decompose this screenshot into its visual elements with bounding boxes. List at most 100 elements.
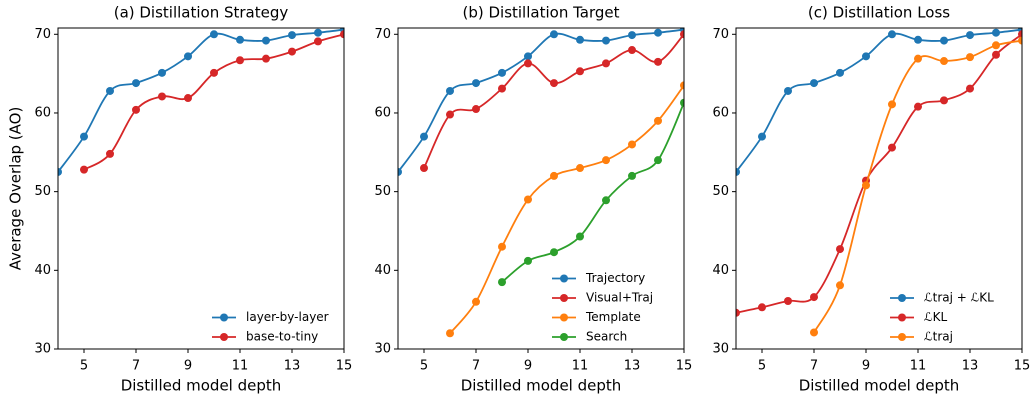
data-point <box>836 245 844 254</box>
data-point <box>862 181 870 190</box>
x-tick-label: 15 <box>1014 359 1031 374</box>
data-point <box>602 156 610 165</box>
x-tick-label: 9 <box>184 359 192 374</box>
series-line <box>736 33 1022 314</box>
data-point <box>340 30 344 39</box>
data-point <box>680 98 684 107</box>
data-point <box>628 31 636 40</box>
data-point <box>1018 30 1022 39</box>
y-tick-label: 60 <box>374 105 391 120</box>
legend-label: base-to-tiny <box>246 330 318 344</box>
data-point <box>602 59 610 68</box>
plot-area <box>58 28 344 176</box>
x-tick-label: 7 <box>472 359 480 374</box>
data-point <box>184 52 192 61</box>
y-tick-label: 40 <box>374 263 391 278</box>
data-point <box>654 57 662 66</box>
data-point <box>314 28 322 37</box>
data-point <box>498 242 506 251</box>
data-point <box>736 167 740 176</box>
data-point <box>576 67 584 76</box>
data-point <box>524 195 532 204</box>
x-tick-label: 11 <box>572 359 589 374</box>
data-point <box>992 50 1000 59</box>
data-point <box>132 105 140 114</box>
data-point <box>602 36 610 45</box>
data-point <box>80 165 88 174</box>
data-point <box>80 132 88 141</box>
y-tick-label: 60 <box>34 105 51 120</box>
data-point <box>524 52 532 61</box>
data-point <box>810 328 818 337</box>
data-point <box>966 31 974 40</box>
x-axis-label: Distilled model depth <box>461 377 622 395</box>
data-point <box>836 281 844 290</box>
data-point <box>314 37 322 46</box>
legend-marker <box>560 333 568 341</box>
x-tick-label: 11 <box>910 359 927 374</box>
legend-marker <box>898 294 906 302</box>
y-tick-label: 50 <box>34 184 51 199</box>
data-point <box>810 79 818 88</box>
data-point <box>888 143 896 152</box>
data-point <box>940 57 948 66</box>
axes-frame <box>57 27 345 350</box>
x-tick-label: 13 <box>624 359 641 374</box>
data-point <box>758 303 766 312</box>
data-point <box>446 86 454 95</box>
data-point <box>58 167 62 176</box>
data-point <box>914 35 922 44</box>
data-point <box>498 84 506 93</box>
plot-area <box>736 28 1022 337</box>
data-point <box>758 132 766 141</box>
axes-frame <box>397 27 685 350</box>
x-tick-label: 5 <box>420 359 428 374</box>
y-axis-label: Average Overlap (AO) <box>7 107 25 271</box>
legend-marker <box>560 294 568 302</box>
y-tick-label: 30 <box>712 342 729 357</box>
data-point <box>158 68 166 77</box>
data-point <box>810 293 818 302</box>
y-tick-label: 50 <box>712 184 729 199</box>
data-point <box>288 31 296 40</box>
x-tick-label: 11 <box>232 359 249 374</box>
x-tick-label: 13 <box>962 359 979 374</box>
data-point <box>914 54 922 63</box>
axes-frame <box>735 27 1023 350</box>
legend-marker <box>220 333 228 341</box>
data-point <box>472 79 480 88</box>
data-point <box>420 132 428 141</box>
legend-label: Template <box>585 310 641 324</box>
data-point <box>236 56 244 65</box>
data-point <box>524 59 532 68</box>
legend-marker <box>898 333 906 341</box>
data-point <box>784 86 792 95</box>
plot-area <box>398 28 684 338</box>
series-line <box>423 33 684 169</box>
data-point <box>472 105 480 114</box>
data-point <box>654 28 662 37</box>
y-tick-label: 40 <box>712 263 729 278</box>
y-tick-label: 30 <box>374 342 391 357</box>
data-point <box>106 149 114 158</box>
x-tick-label: 5 <box>80 359 88 374</box>
data-point <box>184 94 192 103</box>
y-tick-label: 70 <box>712 27 729 42</box>
legend-label: ℒKL <box>924 310 948 324</box>
data-point <box>992 41 1000 50</box>
data-point <box>550 30 558 39</box>
chart-title: (a) Distillation Strategy <box>114 4 289 22</box>
series-line <box>83 33 344 171</box>
x-tick-label: 15 <box>676 359 693 374</box>
data-point <box>940 36 948 45</box>
x-tick-label: 7 <box>810 359 818 374</box>
legend-label: Search <box>586 330 627 344</box>
y-tick-label: 40 <box>34 263 51 278</box>
series-line <box>501 102 684 283</box>
data-point <box>654 156 662 165</box>
x-tick-label: 9 <box>862 359 870 374</box>
data-point <box>498 68 506 77</box>
legend-label: Trajectory <box>585 271 645 285</box>
legend-label: Visual+Traj <box>586 291 653 305</box>
